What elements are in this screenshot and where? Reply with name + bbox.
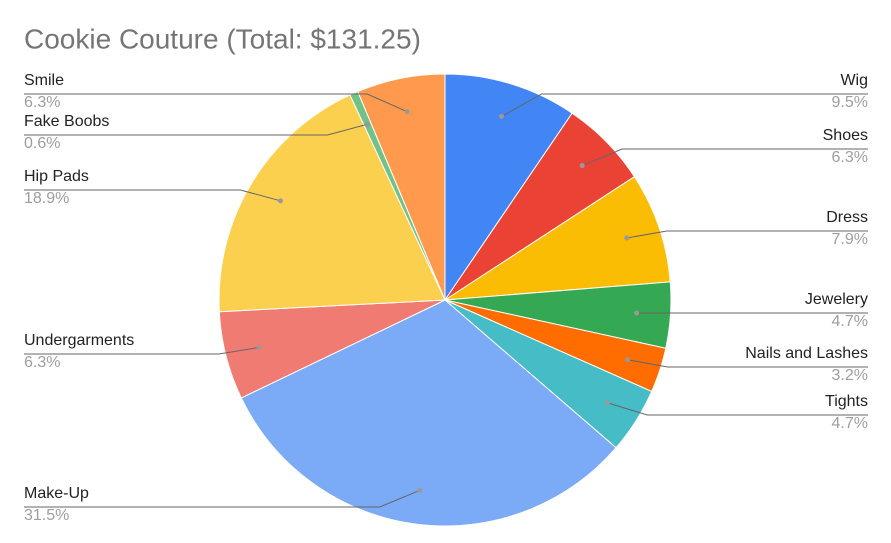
pie-slice xyxy=(444,176,671,301)
data-label: 9.5% xyxy=(832,94,868,111)
leader-line xyxy=(24,189,281,202)
leader-dot xyxy=(634,310,640,316)
leader-line xyxy=(501,93,868,117)
leader-line xyxy=(607,402,868,416)
leader-line xyxy=(24,347,259,355)
data-label: 6.3% xyxy=(24,354,60,371)
legend-label: Nails and Lashes xyxy=(745,345,868,362)
legend-label: Fake Boobs xyxy=(24,113,109,130)
leader-line xyxy=(24,489,420,508)
leader-dot xyxy=(365,121,371,127)
legend-label: Tights xyxy=(825,393,868,410)
leader-dot xyxy=(624,235,630,241)
leader-dot xyxy=(277,198,283,204)
leader-line xyxy=(24,123,368,136)
data-label: 6.3% xyxy=(832,149,868,166)
legend-label: Make-Up xyxy=(24,485,89,502)
legend-label: Smile xyxy=(24,72,64,89)
data-label: 0.6% xyxy=(24,135,60,152)
data-label: 3.2% xyxy=(832,367,868,384)
leader-dot xyxy=(604,400,610,406)
leader-dot xyxy=(256,345,262,351)
leader-line xyxy=(627,359,868,368)
legend-label: Dress xyxy=(826,209,868,226)
leader-dot xyxy=(499,113,505,119)
chart-title: Cookie Couture (Total: $131.25) xyxy=(24,23,421,54)
data-label: 4.7% xyxy=(832,313,868,330)
legend-label: Shoes xyxy=(823,127,868,144)
pie-slice xyxy=(444,73,573,302)
pie-slice xyxy=(357,73,446,301)
leader-dot xyxy=(417,487,423,493)
leader-dot xyxy=(579,163,585,169)
leader-dot xyxy=(404,109,410,115)
data-label: 18.9% xyxy=(24,190,69,207)
data-label: 4.7% xyxy=(832,415,868,432)
leader-line xyxy=(626,230,868,239)
data-label: 7.9% xyxy=(832,231,868,248)
legend-label: Undergarments xyxy=(24,332,134,349)
pie-slice xyxy=(240,299,617,527)
leader-line xyxy=(24,93,408,113)
data-label: 6.3% xyxy=(24,94,60,111)
pie-slice xyxy=(218,94,446,313)
legend-label: Hip Pads xyxy=(24,168,89,185)
legend-label: Wig xyxy=(840,72,868,89)
legend-label: Jewelery xyxy=(805,291,868,308)
data-label: 31.5% xyxy=(24,507,69,524)
leader-dot xyxy=(625,357,631,363)
leader-line xyxy=(582,148,868,167)
